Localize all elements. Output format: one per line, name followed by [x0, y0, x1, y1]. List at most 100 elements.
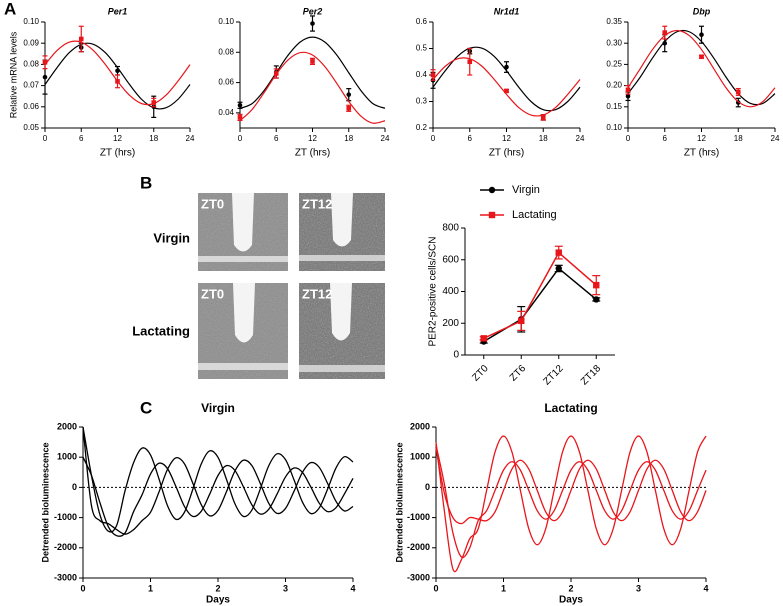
x-tick-label: 6	[79, 134, 84, 143]
x-tick-label: 4	[703, 583, 708, 593]
y-tick-label: 0.4	[416, 70, 428, 79]
marker	[593, 296, 600, 303]
marker	[430, 72, 436, 78]
y-tick-label: 0	[72, 482, 77, 492]
fit-curve	[627, 29, 776, 108]
y-tick-label: -3000	[54, 572, 77, 582]
series-line	[483, 251, 597, 340]
x-tick-label: 18	[539, 134, 548, 143]
y-tick-label: 0.09	[23, 38, 39, 47]
y-tick-label: -3000	[407, 572, 430, 582]
y-tick-label: 0.06	[218, 78, 234, 87]
chart-title: Lactating	[544, 401, 597, 415]
x-tick-label: 3	[283, 583, 288, 593]
micrographs: ZT0 ZT12 ZT0 ZT12 Virgin Lactating	[132, 193, 385, 379]
chart: 0.2 0.3 0.4 0.5 0.6 0 6 12 18 24 Nr1d1 ZT (hrs)	[416, 6, 585, 158]
chart: 0 200 400 600 800 ZT0 ZT6 ZT12 ZT18 PER2-positive…	[428, 184, 615, 388]
fit-curve	[239, 36, 386, 109]
x-tick-label: 0	[43, 134, 48, 143]
y-tick-label: 0.35	[606, 17, 622, 26]
marker	[625, 93, 631, 99]
x-tick-label: 1	[148, 583, 153, 593]
y-tick-label: 800	[442, 223, 459, 234]
marker	[480, 335, 487, 342]
x-axis-label: ZT (hrs)	[684, 148, 719, 159]
y-tick-label: 0.25	[606, 60, 622, 69]
tile-label: ZT12	[302, 196, 332, 211]
row-label: Lactating	[132, 323, 190, 338]
chart-title: Nr1d1	[494, 6, 520, 16]
micrograph: ZT0	[198, 283, 288, 379]
y-tick-label: 2000	[410, 421, 430, 431]
row-label: Virgin	[153, 230, 190, 245]
legend-label: Lactating	[512, 209, 557, 221]
marker	[540, 115, 546, 120]
x-tick-label: 4	[350, 583, 355, 593]
chart-title: Virgin	[201, 401, 235, 415]
marker	[115, 68, 120, 74]
marker	[555, 265, 562, 272]
marker	[310, 21, 315, 26]
y-tick-label: 1000	[57, 452, 77, 462]
marker	[488, 211, 496, 219]
tile-label: ZT12	[302, 286, 332, 301]
marker	[42, 74, 48, 80]
y-tick-label: 0.07	[23, 81, 39, 90]
y-tick-label: 0.08	[218, 47, 234, 56]
x-axis-label: Days	[559, 595, 583, 606]
x-tick-label: 24	[381, 134, 390, 143]
y-tick-label: 0.2	[416, 123, 428, 132]
y-tick-label: 0.10	[218, 17, 234, 26]
panel-label: B	[140, 173, 152, 192]
x-tick-label: 6	[663, 134, 668, 143]
marker	[151, 100, 157, 105]
x-axis-label: Days	[206, 595, 230, 606]
series-line	[82, 426, 354, 533]
x-tick-label: 24	[576, 134, 585, 143]
marker	[735, 89, 741, 95]
x-tick-label: 12	[113, 134, 122, 143]
marker	[699, 54, 704, 60]
x-tick-label: 6	[468, 134, 473, 143]
x-tick-label: 0	[238, 134, 243, 143]
series-line	[82, 456, 354, 537]
series-line	[435, 444, 707, 559]
chart-title: Per1	[108, 6, 128, 16]
y-tick-label: 0.05	[23, 123, 39, 132]
fit-curve	[239, 51, 386, 124]
y-tick-label: 0.08	[23, 60, 39, 69]
tile-label: ZT0	[201, 196, 224, 211]
marker	[488, 186, 496, 194]
y-tick-label: 0.5	[416, 44, 428, 53]
marker	[555, 249, 562, 256]
marker	[78, 36, 84, 42]
y-tick-label: 0.10	[23, 17, 39, 26]
chart: -3000 -2000 -1000 0 1000 2000 0 1 2 3 4 Virgin Days D…	[40, 401, 355, 605]
marker	[273, 71, 279, 76]
marker	[662, 30, 668, 35]
fit-curve	[432, 46, 581, 112]
y-axis-label: PER2-positive cells/SCN	[428, 236, 439, 346]
legend-label: Virgin	[512, 184, 540, 196]
chart: 0.04 0.06 0.08 0.10 0 6 12 18 24 Per2 ZT (hrs)	[218, 6, 390, 158]
y-tick-label: -2000	[407, 542, 430, 552]
marker	[237, 102, 243, 108]
marker	[699, 32, 704, 38]
y-tick-label: 400	[442, 286, 459, 297]
y-tick-label: -2000	[54, 542, 77, 552]
micrograph: ZT12	[299, 193, 385, 271]
x-tick-label: ZT18	[579, 363, 604, 388]
x-tick-label: 0	[433, 583, 438, 593]
marker	[504, 88, 509, 94]
y-tick-label: 0	[425, 482, 430, 492]
x-tick-label: 24	[186, 134, 195, 143]
marker	[625, 87, 631, 93]
y-tick-label: 2000	[57, 421, 77, 431]
y-tick-label: 200	[442, 318, 459, 329]
x-tick-label: 18	[149, 134, 158, 143]
y-axis-label: Relative mRNA levels	[8, 31, 18, 118]
marker	[346, 106, 352, 111]
x-tick-label: 6	[274, 134, 279, 143]
marker	[115, 79, 120, 84]
